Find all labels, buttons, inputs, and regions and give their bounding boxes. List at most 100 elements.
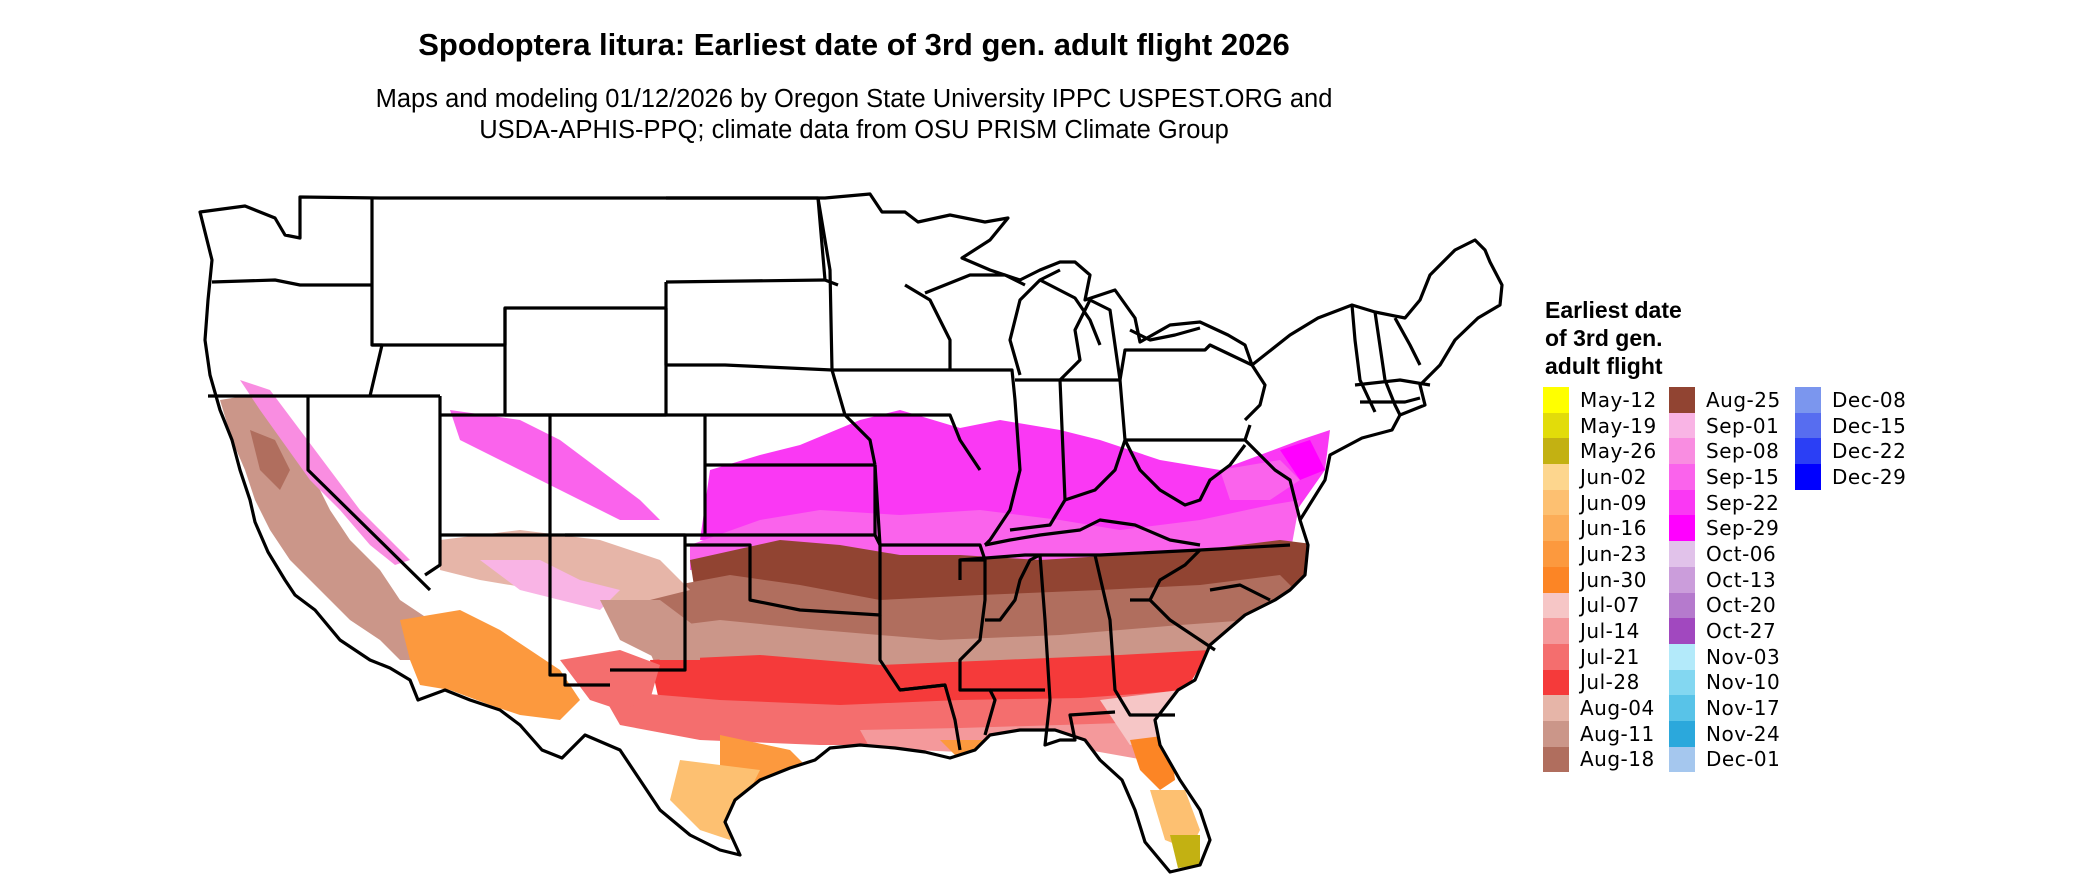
legend-label: Sep-29 <box>1706 516 1780 541</box>
legend-item: Jun-02 <box>1543 464 1657 490</box>
legend-label: Jul-21 <box>1580 644 1640 669</box>
legend-item: Jul-28 <box>1543 669 1657 696</box>
legend-item: Oct-27 <box>1669 618 1781 644</box>
legend-label: Sep-01 <box>1706 413 1780 438</box>
legend-item: May-26 <box>1543 438 1657 465</box>
legend-label: Oct-13 <box>1706 567 1777 592</box>
legend-swatch <box>1543 464 1569 490</box>
legend-label: Sep-08 <box>1706 439 1780 464</box>
legend-swatch <box>1543 412 1569 439</box>
legend-swatch <box>1543 566 1569 593</box>
legend-swatch <box>1543 387 1569 413</box>
legend-label: Jun-09 <box>1580 490 1647 515</box>
legend-item: Jul-14 <box>1543 618 1657 644</box>
legend-label: Oct-27 <box>1706 619 1777 644</box>
legend-swatch <box>1795 412 1821 439</box>
legend-label: Jun-02 <box>1580 464 1647 489</box>
legend-swatch <box>1543 592 1569 619</box>
legend-label: Oct-20 <box>1706 593 1777 618</box>
legend-swatch <box>1669 643 1695 670</box>
legend-item: Oct-20 <box>1669 592 1781 619</box>
legend-label: Oct-06 <box>1706 541 1777 566</box>
legend-label: Jun-23 <box>1580 541 1647 566</box>
legend-item: Dec-22 <box>1795 438 1907 465</box>
legend-label: Jul-14 <box>1580 619 1640 644</box>
subtitle-line-2: USDA-APHIS-PPQ; climate data from OSU PR… <box>479 116 1229 144</box>
legend-swatch <box>1669 412 1695 439</box>
legend-swatch <box>1669 618 1695 644</box>
legend-swatch <box>1543 618 1569 644</box>
legend-item: Sep-08 <box>1669 438 1781 465</box>
legend-swatch <box>1543 746 1569 773</box>
legend-item: Nov-10 <box>1669 669 1781 696</box>
legend-item: Jun-23 <box>1543 541 1657 567</box>
legend-item: Nov-24 <box>1669 720 1781 747</box>
legend-item: Aug-18 <box>1543 746 1657 773</box>
legend-label: May-19 <box>1580 413 1657 438</box>
legend-column-2: Aug-25 Sep-01 Sep-08 Sep-15 Sep-22 Sep-29 Oct-… <box>1669 387 1781 773</box>
legend-label: Sep-22 <box>1706 490 1780 515</box>
legend-column-1: May-12 May-19 May-26 Jun-02 Jun-09 Jun-16 Jun-… <box>1543 387 1657 773</box>
legend-label: May-26 <box>1580 439 1657 464</box>
legend-swatch <box>1543 643 1569 670</box>
legend-item: Nov-03 <box>1669 643 1781 670</box>
legend-label: Jul-07 <box>1580 593 1640 618</box>
legend-item: Sep-01 <box>1669 412 1781 439</box>
legend-label: Nov-17 <box>1706 696 1781 721</box>
legend-item: Dec-15 <box>1795 412 1907 439</box>
state-borders <box>198 192 1504 874</box>
legend-swatch <box>1669 541 1695 567</box>
legend-swatch <box>1543 720 1569 747</box>
legend-label: Dec-01 <box>1706 747 1781 772</box>
legend-label: Nov-24 <box>1706 721 1781 746</box>
legend-label: Nov-10 <box>1706 670 1781 695</box>
legend-item: Sep-15 <box>1669 464 1781 490</box>
legend-item: Aug-11 <box>1543 720 1657 747</box>
us-phenology-map <box>198 192 1504 874</box>
legend-item: Dec-08 <box>1795 387 1906 413</box>
legend-swatch <box>1543 515 1569 542</box>
legend-swatch <box>1669 489 1695 516</box>
phenology-raster <box>200 194 1502 872</box>
legend-swatch <box>1669 387 1695 413</box>
legend-item: Oct-13 <box>1669 566 1781 593</box>
map-subtitle: Maps and modeling 01/12/2026 by Oregon S… <box>0 84 1708 146</box>
legend-swatch <box>1669 464 1695 490</box>
legend-item: Dec-01 <box>1669 746 1781 773</box>
legend-label: Dec-29 <box>1832 464 1907 489</box>
legend-swatch <box>1669 592 1695 619</box>
legend-label: Jun-16 <box>1580 516 1647 541</box>
legend-item: Oct-06 <box>1669 541 1781 567</box>
legend-swatch <box>1795 438 1821 465</box>
legend-swatch <box>1669 746 1695 773</box>
legend-swatch <box>1543 541 1569 567</box>
legend-item: Jun-09 <box>1543 489 1657 516</box>
legend-label: Dec-15 <box>1832 413 1907 438</box>
legend-item: May-19 <box>1543 412 1657 439</box>
legend-swatch <box>1669 438 1695 465</box>
legend-label: Aug-25 <box>1706 387 1781 412</box>
legend-label: Sep-15 <box>1706 464 1780 489</box>
legend-label: Jul-28 <box>1580 670 1640 695</box>
legend-label: Dec-22 <box>1832 439 1907 464</box>
legend-label: Nov-03 <box>1706 644 1781 669</box>
legend-item: Nov-17 <box>1669 695 1781 721</box>
legend-label: Dec-08 <box>1832 387 1907 412</box>
legend-swatch <box>1669 566 1695 593</box>
legend-swatch <box>1669 515 1695 542</box>
legend-item: Jun-16 <box>1543 515 1657 542</box>
legend-swatch <box>1795 387 1821 413</box>
legend-swatch <box>1669 695 1695 721</box>
legend-swatch <box>1543 438 1569 465</box>
legend-label: Jun-30 <box>1580 567 1647 592</box>
legend-label: Aug-18 <box>1580 747 1655 772</box>
legend-item: Aug-25 <box>1669 387 1781 413</box>
legend-item: Jul-07 <box>1543 592 1657 619</box>
legend-item: Sep-22 <box>1669 489 1781 516</box>
legend-label: May-12 <box>1580 387 1657 412</box>
legend-column-3: Dec-08 Dec-15 Dec-22 Dec-29 <box>1795 387 1906 490</box>
legend-label: Aug-11 <box>1580 721 1655 746</box>
legend-item: Jul-21 <box>1543 643 1657 670</box>
legend-item: Sep-29 <box>1669 515 1781 542</box>
legend-item: May-12 <box>1543 387 1657 413</box>
